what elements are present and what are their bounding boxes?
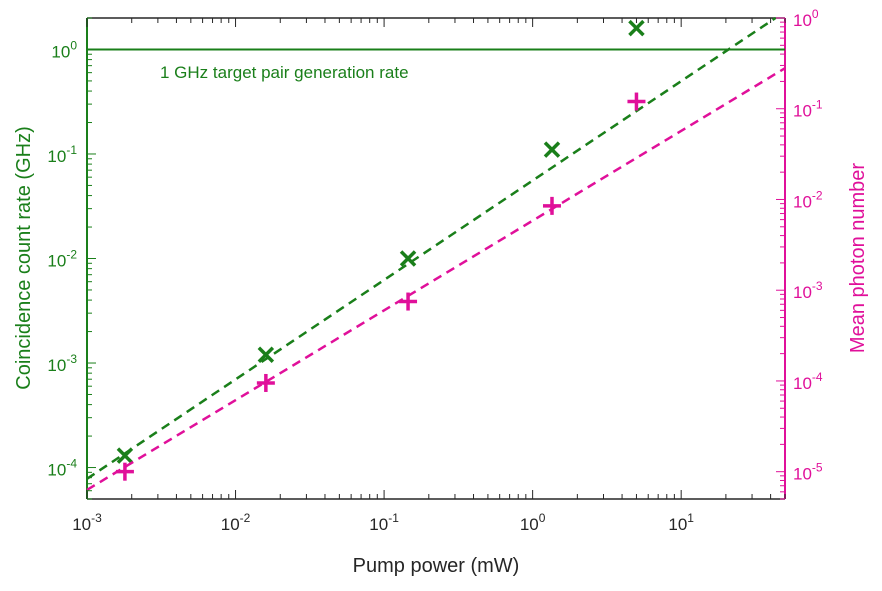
- photon-data-point: [399, 292, 418, 311]
- y-left-tick-label: 10-1: [47, 143, 77, 166]
- y-left-tick-label: 100: [51, 38, 77, 61]
- y-right-tick-label: 10-1: [793, 98, 823, 121]
- coincidence-data-point: [399, 250, 417, 267]
- photon-data-point: [256, 373, 275, 392]
- photon-data-point: [542, 196, 561, 215]
- y-right-tick-label: 10-3: [793, 279, 823, 302]
- coincidence-marker-stroke: [628, 19, 645, 37]
- y-axis-left-label: Coincidence count rate (GHz): [13, 126, 35, 389]
- y-right-tick-label: 10-2: [793, 188, 823, 211]
- y-right-tick-label: 100: [793, 7, 819, 30]
- y-left-tick-label: 10-2: [47, 248, 77, 271]
- x-tick-label: 10-1: [369, 511, 399, 534]
- y-left-tick-label: 10-4: [47, 457, 77, 480]
- coincidence-marker-stroke: [257, 346, 275, 363]
- coincidence-marker-stroke: [543, 141, 561, 158]
- x-tick-label: 10-2: [221, 511, 251, 534]
- target-rate-annotation: 1 GHz target pair generation rate: [160, 63, 409, 82]
- photon-data-point: [627, 92, 646, 111]
- coincidence-data-point: [116, 447, 134, 464]
- coincidence-marker-stroke: [399, 250, 417, 267]
- photon-fit-line: [86, 67, 786, 491]
- coincidence-data-point: [543, 141, 561, 158]
- coincidence-fit-line: [86, 16, 777, 480]
- y-right-tick-label: 10-4: [793, 370, 823, 393]
- y-left-tick-label: 10-3: [47, 352, 77, 375]
- photon-data-point: [115, 462, 134, 481]
- y-axis-right-label: Mean photon number: [847, 163, 869, 353]
- coincidence-data-point: [257, 346, 275, 363]
- y-right-tick-label: 10-5: [793, 461, 823, 484]
- x-tick-label: 101: [668, 511, 694, 534]
- x-axis-label: Pump power (mW): [353, 555, 520, 577]
- coincidence-data-point: [628, 19, 645, 37]
- x-tick-label: 100: [520, 511, 546, 534]
- coincidence-marker-stroke: [116, 447, 134, 464]
- x-tick-label: 10-3: [72, 511, 102, 534]
